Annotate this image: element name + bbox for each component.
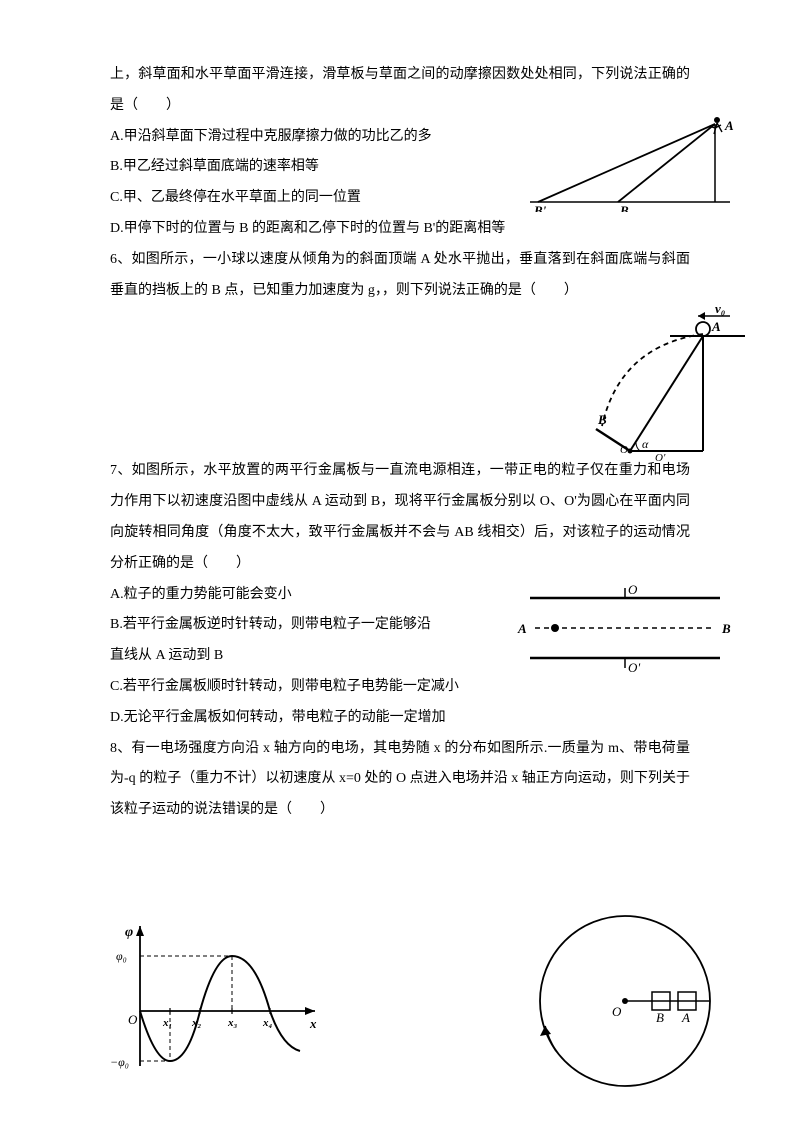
svg-text:O': O' <box>655 452 666 464</box>
q6-text: 6、如图所示，一小球以速度从倾角为的斜面顶端 A 处水平抛出，垂直落到在斜面底端… <box>110 245 690 307</box>
q8-figure-right: O B A <box>520 906 730 1096</box>
svg-text:O: O <box>128 1012 138 1027</box>
q5-option-a: A.甲沿斜草面下滑过程中克服摩擦力做的功比乙的多 <box>110 122 470 153</box>
q8-text: 8、有一电场强度方向沿 x 轴方向的电场，其电势随 x 的分布如图所示.一质量为… <box>110 734 690 826</box>
svg-text:A: A <box>711 319 721 334</box>
svg-text:v₀: v₀ <box>715 306 725 316</box>
svg-text:α: α <box>642 437 649 451</box>
q7-option-a: A.粒子的重力势能可能会变小 <box>110 580 440 611</box>
q6-figure: v₀ A B α O' O <box>520 306 750 466</box>
q7-text: 7、如图所示，水平放置的两平行金属板与一直流电源相连，一带正电的粒子仅在重力和电… <box>110 456 690 579</box>
svg-text:x₃: x₃ <box>227 1017 238 1029</box>
svg-text:O': O' <box>628 660 640 675</box>
svg-text:x₄: x₄ <box>262 1017 273 1029</box>
q5-figure: A B B' <box>520 112 740 212</box>
q7-option-d: D.无论平行金属板如何转动，带电粒子的动能一定增加 <box>110 703 690 734</box>
svg-text:A: A <box>681 1010 690 1025</box>
svg-text:O: O <box>628 582 638 597</box>
q5-option-d: D.甲停下时的位置与 B 的距离和乙停下时的位置与 B'的距离相等 <box>110 214 690 245</box>
svg-text:A: A <box>724 118 734 133</box>
svg-text:B: B <box>656 1010 664 1025</box>
q7-figure: O O' A B <box>510 580 740 680</box>
svg-text:φ₀: φ₀ <box>116 949 127 963</box>
svg-text:O: O <box>620 444 628 456</box>
svg-text:B': B' <box>533 203 547 212</box>
svg-text:A: A <box>517 621 527 636</box>
svg-text:B: B <box>619 203 629 212</box>
svg-text:−φ₀: −φ₀ <box>110 1055 129 1069</box>
svg-text:x: x <box>309 1016 317 1031</box>
q8-figure-left: φ x O φ₀ −φ₀ x₁ x₂ x₃ x₄ <box>110 916 330 1086</box>
svg-text:x₂: x₂ <box>191 1017 202 1029</box>
svg-text:φ: φ <box>125 925 133 940</box>
q5-option-c: C.甲、乙最终停在水平草面上的同一位置 <box>110 183 470 214</box>
svg-text:B: B <box>721 621 731 636</box>
svg-text:x₁: x₁ <box>162 1017 172 1029</box>
svg-text:O: O <box>612 1004 622 1019</box>
q5-option-b: B.甲乙经过斜草面底端的速率相等 <box>110 152 470 183</box>
q7-option-b: B.若平行金属板逆时针转动，则带电粒子一定能够沿直线从 A 运动到 B <box>110 610 440 672</box>
